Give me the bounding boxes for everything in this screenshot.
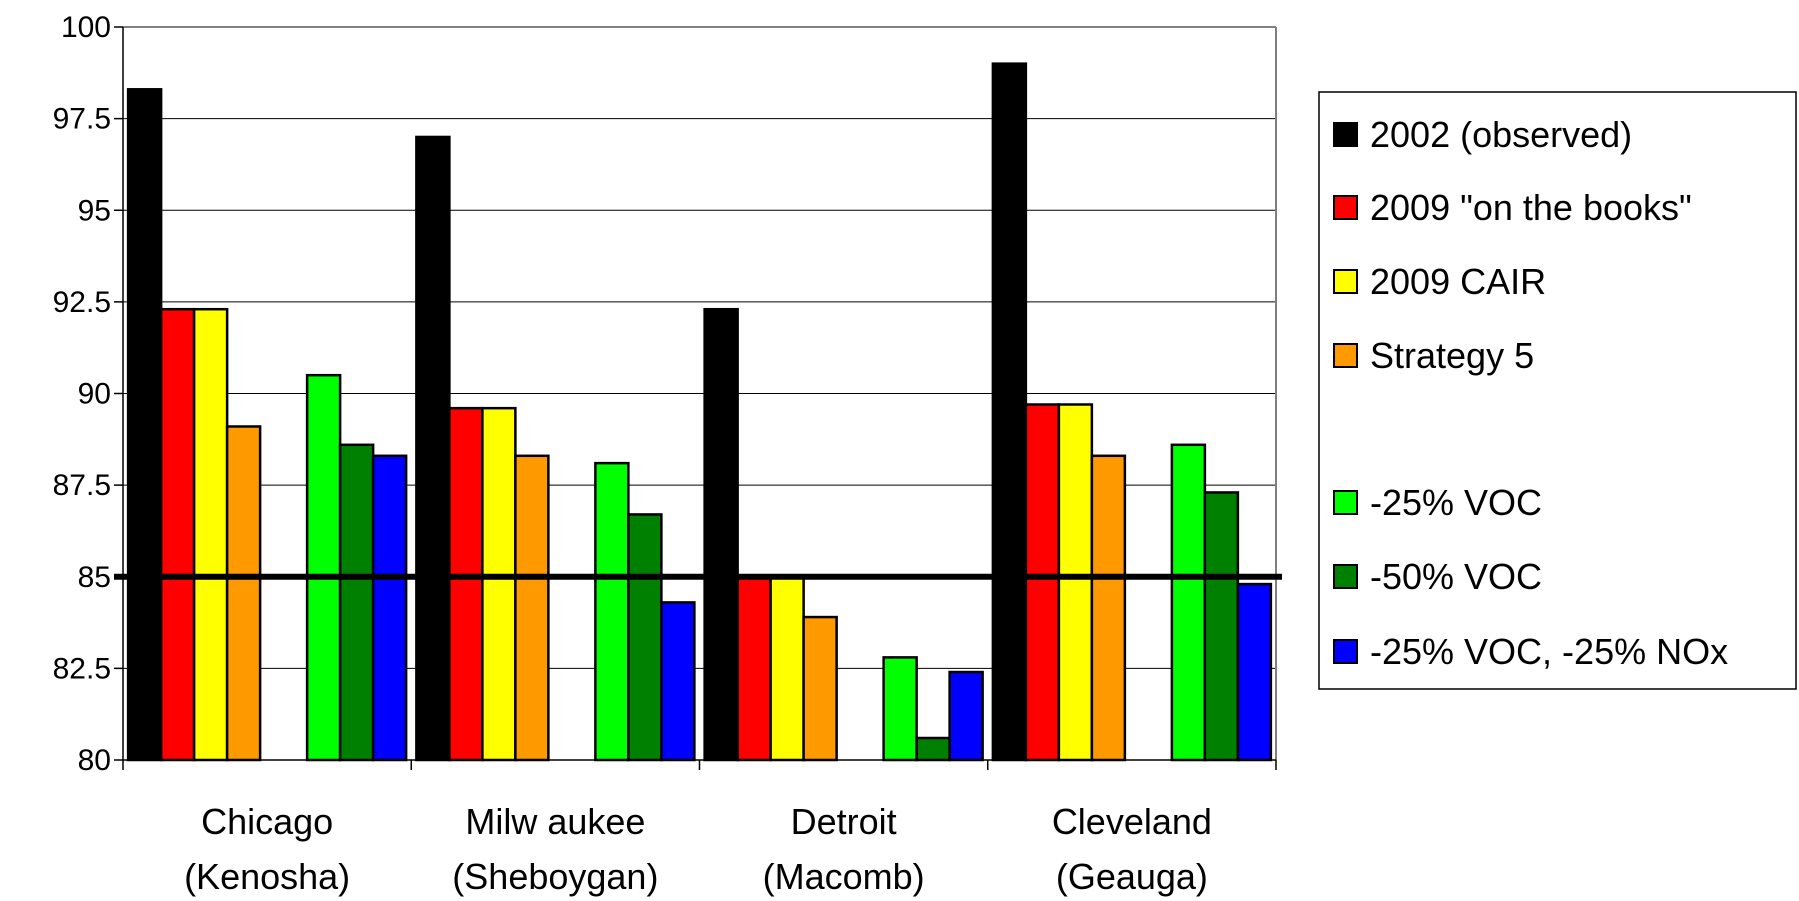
y-tick-label: 90: [78, 378, 111, 411]
legend: 2002 (observed) 2009 "on the books" 2009 C…: [1318, 91, 1797, 690]
legend-label: 2009 CAIR: [1370, 261, 1546, 302]
legend-label: Strategy 5: [1370, 335, 1534, 376]
bar: [305, 373, 342, 762]
legend-label: -50% VOC: [1370, 556, 1542, 597]
legend-label: -25% VOC: [1370, 482, 1542, 523]
category-label: Chicago: [201, 801, 333, 842]
y-tick-label: 97.5: [53, 103, 111, 136]
legend-swatch: [1333, 490, 1358, 515]
bar: [1203, 491, 1240, 762]
bar: [882, 656, 918, 762]
category-label: Detroit: [791, 801, 897, 842]
bar: [448, 406, 484, 762]
legend-swatch: [1333, 564, 1358, 589]
bar: [225, 425, 262, 762]
bar: [736, 575, 772, 762]
bar: [481, 406, 517, 762]
legend-label: 2009 "on the books": [1370, 187, 1692, 228]
bar: [514, 454, 550, 762]
bar: [338, 443, 375, 762]
x-axis: Chicago (Kenosha) Milw aukee (Sheboygan) Det…: [122, 760, 1277, 897]
y-tick-label: 95: [78, 194, 111, 227]
y-tick-label: 80: [78, 744, 111, 777]
legend-swatch: [1333, 122, 1358, 147]
bar: [703, 307, 739, 762]
y-axis: 80 82.5 85 87.5 90 92.5 95 97.5 100: [53, 11, 123, 777]
category-label: Cleveland: [1052, 801, 1212, 842]
legend-swatch: [1333, 343, 1358, 368]
bar: [627, 513, 663, 762]
bar: [1236, 582, 1273, 762]
legend-swatch: [1333, 269, 1358, 294]
y-tick-label: 87.5: [53, 469, 111, 502]
bar: [1024, 403, 1061, 762]
bar: [594, 461, 630, 762]
category-label: (Macomb): [763, 856, 925, 897]
bar: [159, 307, 196, 762]
bar: [915, 736, 951, 762]
legend-label: 2002 (observed): [1370, 114, 1632, 155]
bar: [991, 62, 1028, 762]
bar: [192, 307, 229, 762]
y-tick-label: 92.5: [53, 286, 111, 319]
bar: [1170, 443, 1207, 762]
y-tick-label: 82.5: [53, 652, 111, 685]
bar: [802, 615, 838, 762]
bar: [948, 670, 984, 762]
bar: [371, 454, 408, 762]
bar: [415, 135, 451, 762]
category-label: Milw aukee: [465, 801, 645, 842]
bar: [1090, 454, 1127, 762]
legend-swatch: [1333, 195, 1358, 220]
legend-label: -25% VOC, -25% NOx: [1370, 631, 1728, 672]
bar: [126, 88, 163, 762]
legend-box: [1318, 91, 1797, 690]
bars: [126, 62, 1273, 762]
category-label: (Geauga): [1056, 856, 1208, 897]
legend-swatch: [1333, 639, 1358, 664]
y-tick-label: 85: [78, 561, 111, 594]
bar: [660, 601, 696, 762]
bar: [1057, 403, 1094, 762]
bar: [769, 575, 805, 762]
category-label: (Kenosha): [184, 856, 350, 897]
category-label: (Sheboygan): [452, 856, 658, 897]
y-tick-label: 100: [61, 11, 111, 44]
